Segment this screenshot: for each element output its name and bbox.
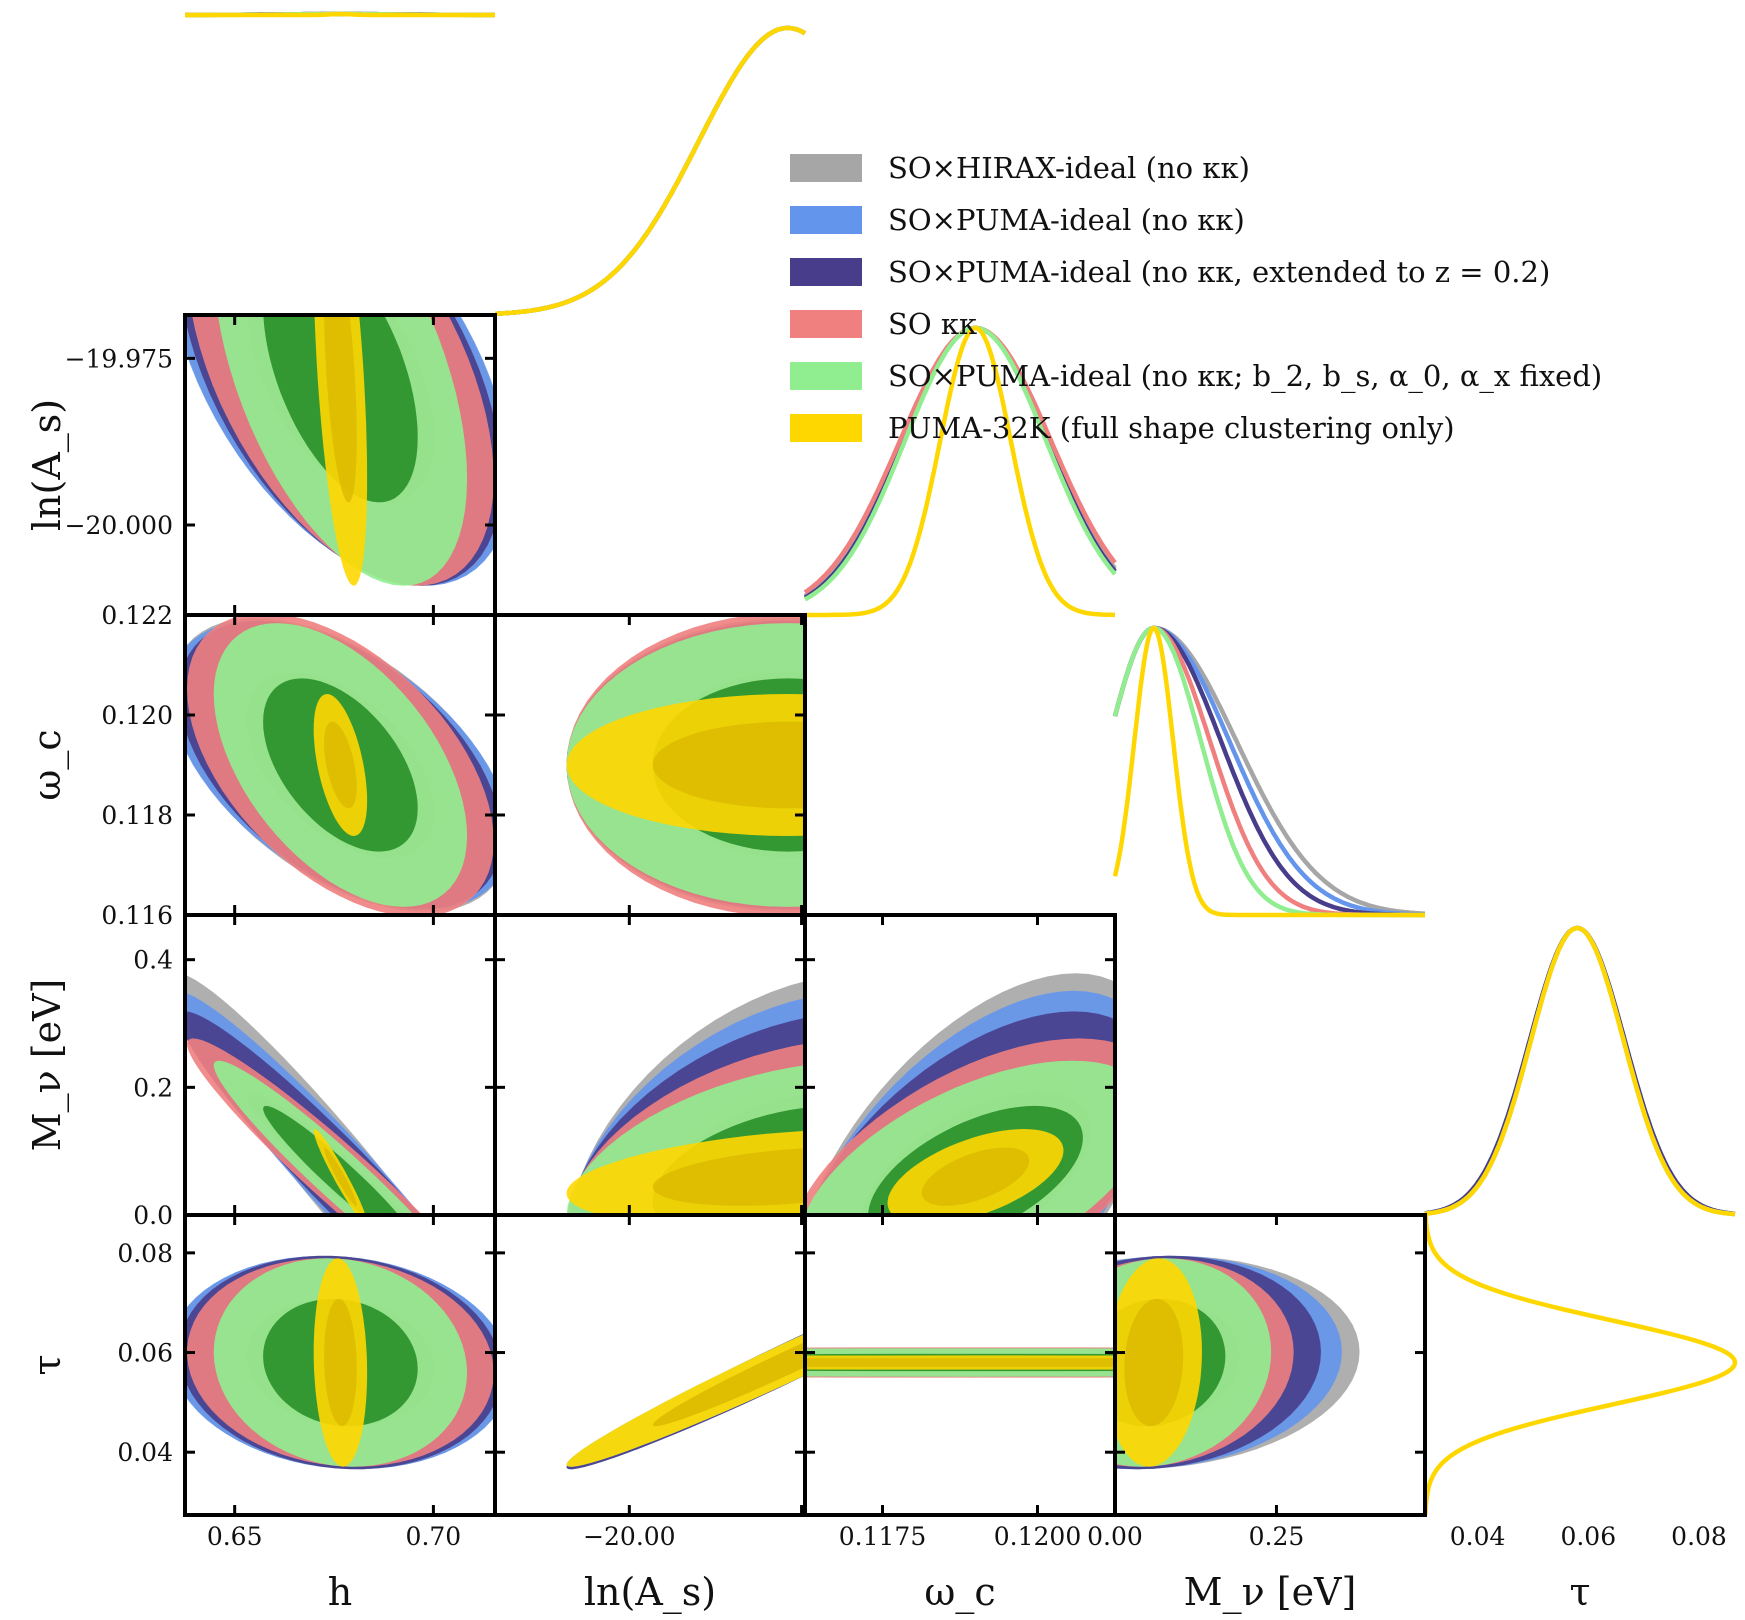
contour-inner-s5 bbox=[324, 721, 357, 809]
contour-inner-s5 bbox=[921, 1147, 1030, 1206]
legend-swatch bbox=[790, 206, 862, 234]
marginal-omega_c bbox=[803, 325, 1117, 618]
legend-label: SO κκ bbox=[888, 307, 977, 341]
panel-tau-vs-omega_c bbox=[805, 1347, 1115, 1378]
marginal-curve-s4 bbox=[1424, 925, 1736, 1217]
y-tick-label: 0.06 bbox=[117, 1339, 173, 1368]
frame-layer bbox=[183, 313, 1427, 1517]
panel-tau-vs-h bbox=[185, 1255, 495, 1470]
contour-inner-s5 bbox=[324, 315, 357, 503]
y-tick-label: 0.2 bbox=[133, 1073, 173, 1102]
legend-swatch bbox=[790, 310, 862, 338]
marginal-curve-s4 bbox=[803, 325, 1117, 602]
y-tick-label: 0.08 bbox=[117, 1239, 173, 1268]
x-axis-title: ln(A_s) bbox=[584, 1570, 716, 1615]
y-tick-label: 0.118 bbox=[101, 801, 173, 830]
marginal-curve-s5 bbox=[1424, 925, 1736, 1217]
panel-Mnu-vs-omega_c bbox=[805, 973, 1115, 1215]
contour-inner-s5 bbox=[652, 721, 805, 809]
marginal-Mnu bbox=[1112, 625, 1426, 918]
contour-outer-s5 bbox=[566, 1333, 805, 1467]
legend-swatch bbox=[790, 414, 862, 442]
x-tick-label: −20.00 bbox=[583, 1522, 676, 1551]
x-tick-label: 0.04 bbox=[1450, 1522, 1506, 1551]
marginal-curve-s2 bbox=[495, 25, 807, 316]
marginal-curve-s2 bbox=[1112, 625, 1425, 918]
marginal-curve-s1 bbox=[495, 25, 807, 316]
legend-swatch bbox=[790, 154, 862, 182]
marginal-curve-s2 bbox=[1424, 925, 1736, 1217]
marginal-tau bbox=[1424, 925, 1736, 1217]
marginal-curve-s0 bbox=[1424, 925, 1736, 1217]
legend-label: SO×HIRAX-ideal (no κκ) bbox=[888, 151, 1250, 185]
x-tick-label: 0.25 bbox=[1249, 1522, 1305, 1551]
legend-swatch bbox=[790, 258, 862, 286]
y-tick-label: 0.120 bbox=[101, 701, 173, 730]
panel-Mnu-vs-lnAs bbox=[566, 981, 805, 1215]
legend-label: PUMA-32K (full shape clustering only) bbox=[888, 411, 1455, 445]
y-tick-label: 0.4 bbox=[133, 946, 173, 975]
marginal-tau-rotated bbox=[1423, 1214, 1738, 1516]
marginal-curve-s5 bbox=[1112, 626, 1425, 918]
x-tick-label: 0.00 bbox=[1087, 1522, 1143, 1551]
x-tick-label: 0.08 bbox=[1671, 1522, 1727, 1551]
legend-label: SO×PUMA-ideal (no κκ; b_2, b_s, α_0, α_x… bbox=[888, 359, 1602, 394]
y-tick-label: 0.0 bbox=[133, 1201, 173, 1230]
panel-lnAs-vs-h bbox=[185, 315, 495, 586]
y-tick-label: 0.116 bbox=[101, 901, 173, 930]
contour-inner-s5 bbox=[652, 1342, 805, 1427]
contour-inner-s5 bbox=[805, 1358, 1115, 1367]
legend-swatch bbox=[790, 362, 862, 390]
x-axis-title: ω_c bbox=[924, 1570, 995, 1615]
y-tick-label: 0.122 bbox=[101, 601, 173, 630]
marginal-lnAs bbox=[495, 25, 807, 316]
x-axis-title: M_ν [eV] bbox=[1184, 1570, 1357, 1615]
panel-Mnu-vs-h bbox=[185, 974, 423, 1215]
contour-inner-s5 bbox=[1124, 1298, 1184, 1427]
label-layer: −20.000 −19.975 ln(A_s) 0.116 0.118 0.120 0.12… bbox=[25, 344, 1727, 1615]
x-tick-label: 0.70 bbox=[406, 1522, 462, 1551]
y-tick-label: 0.04 bbox=[117, 1438, 173, 1467]
panel-tau-vs-Mnu bbox=[1115, 1255, 1360, 1470]
contour-inner-s5 bbox=[324, 1147, 357, 1206]
panel-omega_c-vs-h bbox=[185, 615, 495, 915]
legend-label: SO×PUMA-ideal (no κκ, extended to z = 0.… bbox=[888, 255, 1550, 289]
contour-inner-s5 bbox=[324, 1298, 357, 1427]
y-axis-title: M_ν [eV] bbox=[25, 979, 70, 1152]
marginal-curve-s4 bbox=[495, 25, 807, 316]
x-tick-label: 0.1200 bbox=[994, 1522, 1081, 1551]
panel-frame bbox=[1113, 1213, 1427, 1517]
marginal-curve-s3 bbox=[1112, 625, 1425, 918]
contour-inner-s5 bbox=[652, 1148, 805, 1206]
y-axis-title: ω_c bbox=[25, 729, 70, 800]
y-axis-title: τ bbox=[25, 1354, 69, 1375]
x-axis-title: τ bbox=[1569, 1570, 1590, 1614]
panel-tau-vs-lnAs bbox=[566, 1333, 805, 1470]
marginal-h bbox=[185, 11, 495, 18]
panel-omega_c-vs-lnAs bbox=[566, 615, 805, 915]
marginal-curve-rotated bbox=[1423, 1214, 1738, 1516]
y-axis-title: ln(A_s) bbox=[25, 399, 70, 531]
x-axis-title: h bbox=[328, 1570, 352, 1614]
x-tick-label: 0.1175 bbox=[839, 1522, 926, 1551]
y-tick-label: −20.000 bbox=[65, 511, 173, 540]
marginal-curve-s5 bbox=[495, 25, 807, 316]
y-tick-label: −19.975 bbox=[65, 344, 173, 373]
marginal-curve-s1 bbox=[1424, 925, 1736, 1217]
legend-label: SO×PUMA-ideal (no κκ) bbox=[888, 203, 1245, 237]
marginal-curve-s0 bbox=[1112, 625, 1426, 916]
marginal-curve-s3 bbox=[495, 25, 807, 316]
marginal-curve-s3 bbox=[1424, 925, 1736, 1217]
marginal-curve-s5 bbox=[805, 325, 1115, 618]
legend: SO×HIRAX-ideal (no κκ) SO×PUMA-ideal (no … bbox=[790, 151, 1602, 445]
marginal-curve-s4 bbox=[1112, 625, 1425, 918]
marginal-curve-s0 bbox=[495, 25, 807, 316]
panel-layer bbox=[185, 11, 1738, 1516]
x-tick-label: 0.65 bbox=[207, 1522, 263, 1551]
marginal-curve-s1 bbox=[1112, 625, 1425, 917]
x-tick-label: 0.06 bbox=[1560, 1522, 1616, 1551]
marginal-curve-s5 bbox=[185, 11, 495, 18]
